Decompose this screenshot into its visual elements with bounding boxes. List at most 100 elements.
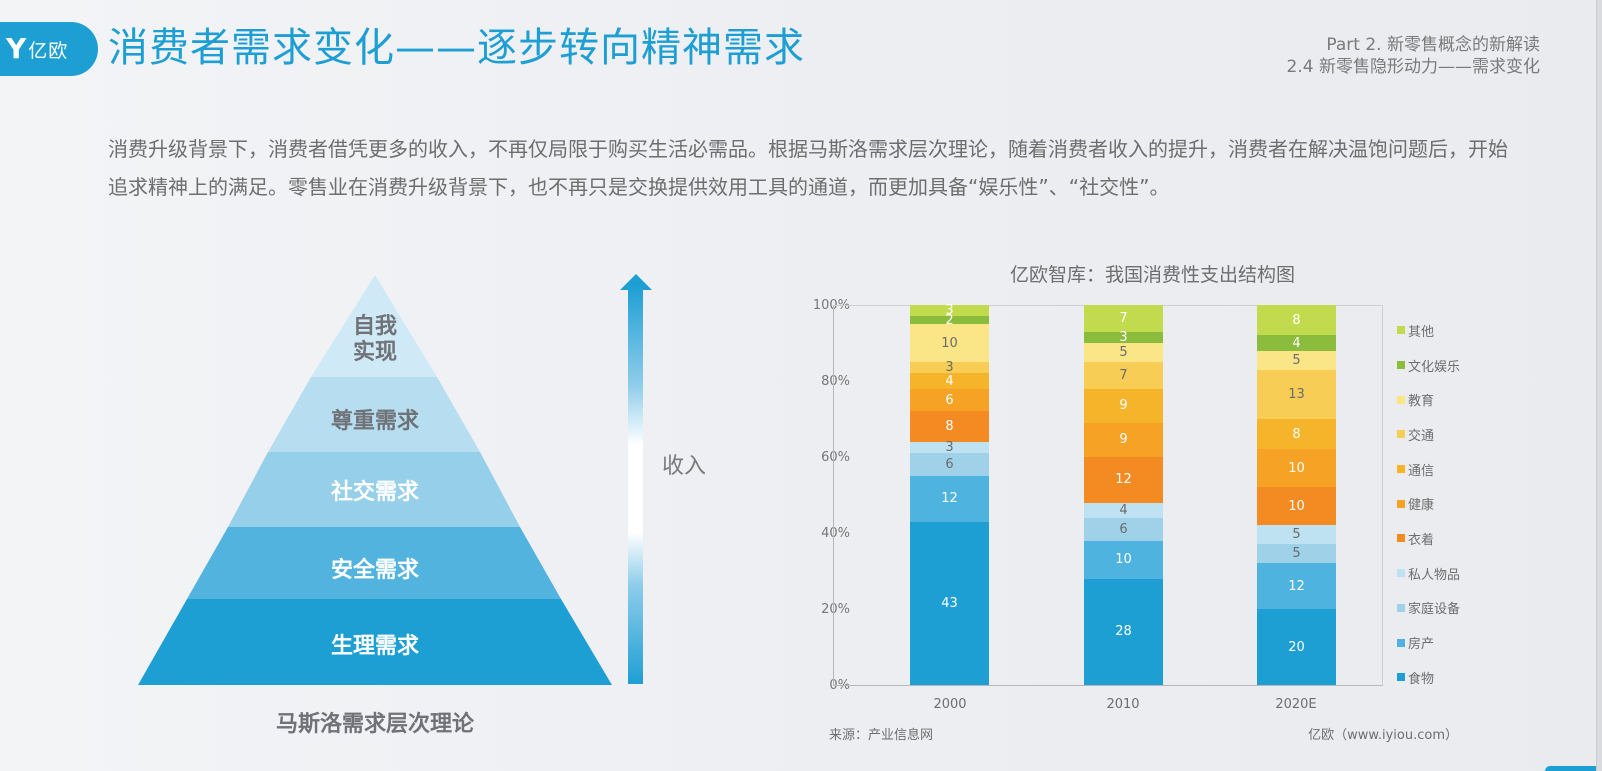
legend-item: 通信 bbox=[1397, 452, 1460, 487]
bar-segment: 12 bbox=[1084, 457, 1163, 503]
intro-paragraph: 消费升级背景下，消费者借凭更多的收入，不再仅局限于购买生活必需品。根据马斯洛需求… bbox=[108, 137, 1508, 199]
legend-swatch-icon bbox=[1397, 569, 1405, 578]
bar-segment: 7 bbox=[1084, 305, 1163, 332]
chart-source: 来源：产业信息网 bbox=[829, 728, 934, 743]
legend-item: 房产 bbox=[1397, 625, 1460, 660]
x-tick: 2020E bbox=[1275, 697, 1317, 712]
bar-segment: 5 bbox=[1257, 525, 1336, 545]
legend-swatch-icon bbox=[1397, 603, 1405, 612]
legend-swatch-icon bbox=[1397, 465, 1405, 474]
chart-plot-area: 43 12 6 3 8 6 4 3 10 2 3 28 10 6 4 12 9 9 7 5 3 7 20 12 5 5 10 10… bbox=[833, 304, 1383, 686]
maslow-pyramid bbox=[138, 275, 612, 685]
bar-segment: 10 bbox=[910, 324, 989, 363]
chart-credit: 亿欧（www.iyiou.com） bbox=[1308, 728, 1458, 743]
legend-label: 交通 bbox=[1408, 428, 1435, 444]
legend-item: 健康 bbox=[1397, 486, 1460, 521]
bar-2000: 43 12 6 3 8 6 4 3 10 2 3 bbox=[910, 304, 989, 685]
bar-segment: 12 bbox=[1257, 563, 1336, 609]
legend-label: 其他 bbox=[1408, 324, 1435, 340]
pyramid-level-safety bbox=[187, 527, 561, 599]
legend-item: 家庭设备 bbox=[1397, 591, 1460, 626]
y-tick: 60% bbox=[821, 450, 850, 465]
pyramid-caption: 马斯洛需求层次理论 bbox=[275, 712, 474, 737]
bar-segment: 43 bbox=[910, 521, 989, 685]
pyramid-label-line: 自我 bbox=[352, 314, 397, 339]
pyramid-level-self-actualization bbox=[311, 275, 437, 377]
pyramid-label-social: 社交需求 bbox=[330, 480, 419, 505]
bar-segment: 6 bbox=[910, 388, 989, 412]
legend-label: 食物 bbox=[1408, 671, 1435, 687]
chart-legend: 其他文化娱乐教育交通通信健康衣着私人物品家庭设备房产食物 bbox=[1397, 313, 1460, 695]
pyramid-label-esteem: 尊重需求 bbox=[330, 409, 419, 434]
legend-item: 私人物品 bbox=[1397, 556, 1460, 591]
bar-segment: 3 bbox=[910, 361, 989, 374]
bar-segment: 9 bbox=[1084, 422, 1163, 458]
yiou-logo: Y 亿欧 bbox=[0, 22, 98, 76]
legend-swatch-icon bbox=[1397, 638, 1405, 647]
bar-segment: 4 bbox=[1257, 335, 1336, 351]
legend-item: 教育 bbox=[1397, 382, 1460, 417]
legend-label: 健康 bbox=[1408, 498, 1435, 514]
yiou-logo-icon: Y bbox=[6, 32, 27, 65]
legend-swatch-icon bbox=[1397, 673, 1405, 682]
bar-segment: 4 bbox=[910, 373, 989, 389]
legend-label: 私人物品 bbox=[1408, 567, 1461, 583]
legend-label: 家庭设备 bbox=[1408, 602, 1461, 618]
y-tick: 80% bbox=[821, 374, 850, 389]
slide-right-edge bbox=[1596, 0, 1602, 771]
bottom-accent-bar bbox=[1545, 766, 1596, 771]
bar-segment: 13 bbox=[1257, 369, 1336, 420]
bar-segment: 9 bbox=[1084, 388, 1163, 423]
bar-segment: 2 bbox=[910, 314, 989, 326]
legend-item: 文化娱乐 bbox=[1397, 348, 1460, 383]
bar-segment: 12 bbox=[910, 476, 989, 522]
pyramid-level-social bbox=[228, 452, 520, 527]
yiou-logo-text: 亿欧 bbox=[28, 39, 69, 62]
legend-label: 房产 bbox=[1408, 637, 1435, 653]
bar-segment: 7 bbox=[1084, 362, 1163, 389]
legend-item: 食物 bbox=[1397, 660, 1460, 695]
pyramid-level-esteem bbox=[268, 377, 480, 452]
section-part: Part 2. 新零售概念的新解读 bbox=[1326, 35, 1540, 55]
legend-swatch-icon bbox=[1397, 430, 1405, 439]
pyramid-label-safety: 安全需求 bbox=[330, 558, 419, 583]
legend-label: 文化娱乐 bbox=[1408, 359, 1461, 375]
bar-2010: 28 10 6 4 12 9 9 7 5 3 7 bbox=[1084, 305, 1163, 685]
y-tick: 40% bbox=[821, 526, 850, 541]
legend-item: 其他 bbox=[1397, 313, 1460, 348]
section-breadcrumb: Part 2. 新零售概念的新解读 2.4 新零售隐形动力——需求变化 bbox=[1287, 34, 1540, 78]
income-arrow-shaft bbox=[628, 286, 643, 684]
bar-segment: 28 bbox=[1084, 578, 1163, 685]
pyramid-label-physiological: 生理需求 bbox=[330, 634, 419, 659]
bar-segment: 10 bbox=[1084, 540, 1163, 579]
pyramid-label-self-actualization: 自我 实现 bbox=[275, 314, 475, 366]
legend-swatch-icon bbox=[1397, 395, 1405, 404]
bar-segment: 4 bbox=[1084, 502, 1163, 518]
pyramid-label-line: 实现 bbox=[352, 340, 397, 365]
section-subsection: 2.4 新零售隐形动力——需求变化 bbox=[1286, 57, 1540, 77]
chart-title: 亿欧智库：我国消费性支出结构图 bbox=[1010, 264, 1296, 286]
legend-swatch-icon bbox=[1397, 534, 1405, 543]
bar-segment: 3 bbox=[1084, 331, 1163, 344]
bar-segment: 10 bbox=[1257, 449, 1336, 488]
legend-swatch-icon bbox=[1397, 361, 1405, 370]
pyramid-level-physiological bbox=[138, 599, 612, 685]
x-tick: 2000 bbox=[933, 697, 967, 712]
y-tick: 20% bbox=[821, 602, 850, 617]
y-tick: 100% bbox=[812, 298, 850, 313]
bar-segment: 8 bbox=[910, 411, 989, 442]
bar-segment: 5 bbox=[1257, 544, 1336, 564]
page-title: 消费者需求变化——逐步转向精神需求 bbox=[108, 25, 805, 71]
bar-2020e: 20 12 5 5 10 10 8 13 5 4 8 bbox=[1257, 305, 1336, 685]
bar-segment: 20 bbox=[1257, 609, 1336, 685]
income-label: 收入 bbox=[662, 454, 707, 479]
legend-label: 通信 bbox=[1408, 463, 1435, 479]
bar-segment: 8 bbox=[1257, 305, 1336, 336]
legend-item: 衣着 bbox=[1397, 521, 1460, 556]
bar-segment: 5 bbox=[1084, 343, 1163, 363]
legend-item: 交通 bbox=[1397, 417, 1460, 452]
legend-swatch-icon bbox=[1397, 326, 1405, 335]
legend-swatch-icon bbox=[1397, 499, 1405, 508]
bar-segment: 3 bbox=[910, 441, 989, 454]
x-tick: 2010 bbox=[1106, 697, 1140, 712]
